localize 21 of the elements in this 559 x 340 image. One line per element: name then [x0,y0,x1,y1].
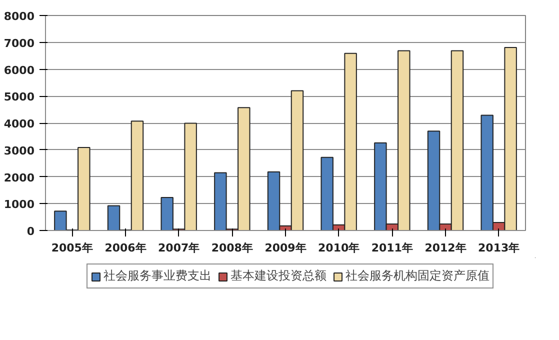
y-tick-label: 7000 [4,36,35,50]
y-tick-label: 1000 [4,198,35,212]
y-tick-label: 4000 [4,118,35,130]
x-tick-label: 2006年 [104,242,146,254]
x-tick-label: 2009年 [264,242,306,254]
x-tick-label: 2005年 [51,242,93,254]
legend-label: 社会服务事业费支出 [104,268,212,284]
x-tick-label: 2010年 [318,242,360,254]
x-tick-label: 2008年 [211,242,253,254]
y-tick-label: 5000 [4,90,35,104]
legend-label: 基本建设投资总额 [230,268,326,284]
y-tick-label: 8000 [4,10,35,23]
y-tick-label: 0 [26,225,35,238]
y-tick-label: 3000 [4,144,35,158]
y-tick-label: 6000 [4,64,35,77]
x-tick-label: 2013年 [478,242,520,254]
x-tick-label: 2012年 [424,242,466,254]
y-tick-label: 2000 [4,171,35,184]
x-tick-label: 2007年 [158,242,200,254]
x-tick-label: 2011年 [371,242,413,254]
legend-label: 社会服务机构固定资产原值 [346,268,490,284]
